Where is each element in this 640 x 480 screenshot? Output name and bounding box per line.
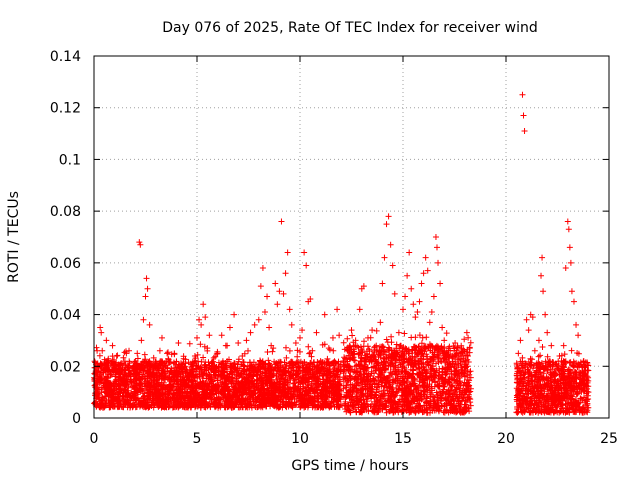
roti-point xyxy=(199,375,206,382)
roti-point xyxy=(331,378,338,385)
roti-point xyxy=(197,341,204,348)
roti-point-band xyxy=(91,327,592,416)
roti-point xyxy=(305,343,312,350)
roti-point xyxy=(265,357,272,364)
roti-point xyxy=(91,358,98,365)
roti-point xyxy=(283,344,289,351)
roti-point xyxy=(164,350,171,357)
roti-point xyxy=(269,348,276,355)
roti-point xyxy=(188,361,195,368)
roti-point xyxy=(137,381,144,388)
roti-point xyxy=(321,341,328,348)
roti-point xyxy=(94,347,101,354)
roti-point xyxy=(266,360,273,367)
roti-point xyxy=(168,351,175,358)
data-points xyxy=(91,91,592,416)
roti-point xyxy=(165,349,171,356)
roti-point xyxy=(205,373,212,380)
roti-point xyxy=(186,340,193,347)
roti-point xyxy=(200,354,207,361)
roti-point xyxy=(120,354,127,361)
grid-lines xyxy=(94,56,609,418)
roti-point xyxy=(281,381,288,388)
roti-point xyxy=(114,352,121,359)
roti-point xyxy=(283,354,290,361)
roti-point xyxy=(172,364,179,371)
roti-point xyxy=(252,404,259,410)
roti-point xyxy=(150,354,157,361)
roti-point xyxy=(231,360,238,367)
